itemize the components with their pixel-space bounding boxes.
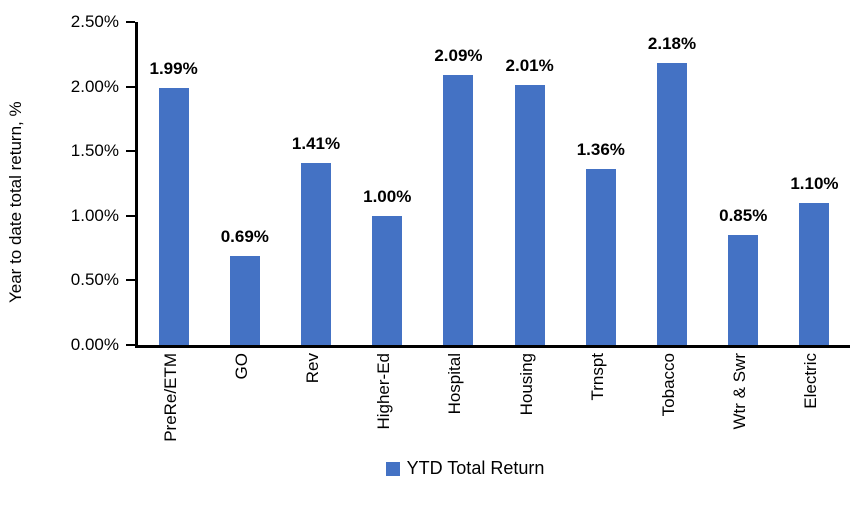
bar-slot: 1.99% bbox=[138, 22, 209, 345]
bar bbox=[443, 74, 474, 345]
y-tick-mark bbox=[126, 150, 135, 153]
bar bbox=[728, 235, 759, 345]
bar-value-label: 0.69% bbox=[220, 226, 269, 246]
bar bbox=[301, 162, 331, 345]
x-cat-slot: PreRe/ETM bbox=[135, 353, 206, 465]
bar-value-label: 1.36% bbox=[576, 140, 625, 160]
x-cat-slot: Electric bbox=[776, 353, 847, 465]
bar bbox=[229, 255, 260, 345]
bar-slot: 2.01% bbox=[494, 22, 565, 345]
x-cat-slot: Tobacco bbox=[633, 353, 704, 465]
bar-value-label: 2.09% bbox=[434, 45, 483, 65]
x-cat-label: Higher-Ed bbox=[374, 353, 394, 430]
y-tick-label: 0.50% bbox=[70, 270, 119, 290]
bar-slot: 1.41% bbox=[280, 22, 351, 345]
x-cat-label: Tobacco bbox=[659, 353, 679, 417]
bar bbox=[657, 63, 688, 345]
bar-slot: 2.18% bbox=[636, 22, 707, 345]
x-cat-slot: Trnspt bbox=[562, 353, 633, 465]
bar bbox=[799, 202, 830, 345]
bar-value-label: 0.85% bbox=[719, 206, 768, 226]
bar-value-label: 1.99% bbox=[149, 58, 198, 78]
legend-label: YTD Total Return bbox=[406, 458, 545, 478]
x-cat-slot: Wtr & Swr bbox=[705, 353, 776, 465]
bars-row: 1.99% 0.69% 1.41% 1.00% 2.09% 2.01% 1.36% 2.18%… bbox=[138, 22, 850, 345]
y-tick-label: 1.50% bbox=[70, 141, 119, 161]
bar-value-label: 1.10% bbox=[790, 173, 839, 193]
bar-slot: 1.10% bbox=[779, 22, 850, 345]
y-tick-label: 1.00% bbox=[70, 205, 119, 225]
x-cat-slot: Rev bbox=[277, 353, 348, 465]
y-tick-label: 2.50% bbox=[70, 12, 119, 31]
bar-value-label: 1.41% bbox=[291, 133, 341, 153]
x-cat-slot: Housing bbox=[491, 353, 562, 465]
x-cat-label: Rev bbox=[303, 353, 322, 384]
x-cat-label: Electric bbox=[801, 353, 821, 409]
bar bbox=[158, 87, 189, 345]
x-axis-category-labels: PreRe/ETM GO Rev Higher-Ed Hospital Housing Tr… bbox=[135, 353, 847, 465]
y-tick-label: 2.00% bbox=[70, 76, 119, 96]
x-cat-slot: Higher-Ed bbox=[349, 353, 420, 465]
bar bbox=[585, 169, 616, 345]
bar-value-label: 1.00% bbox=[363, 186, 412, 206]
bar-slot: 0.69% bbox=[209, 22, 280, 345]
x-cat-label: Wtr & Swr bbox=[730, 353, 750, 430]
x-cat-label: Trnspt bbox=[587, 353, 607, 401]
bar bbox=[372, 215, 403, 345]
x-cat-slot: Hospital bbox=[420, 353, 491, 465]
bar-slot: 0.85% bbox=[708, 22, 779, 345]
y-tick-mark bbox=[126, 85, 135, 88]
x-cat-label: Housing bbox=[516, 353, 536, 416]
bar-slot: 1.36% bbox=[565, 22, 636, 345]
bar-slot: 1.00% bbox=[352, 22, 423, 345]
bar-value-label: 2.18% bbox=[647, 34, 697, 54]
y-tick-mark bbox=[126, 344, 135, 346]
x-cat-label: PreRe/ETM bbox=[160, 353, 180, 442]
bar-value-label: 2.01% bbox=[505, 56, 554, 76]
y-axis-ticks: 2.50% 2.00% 1.50% 1.00% 0.50% 0.00% bbox=[0, 12, 135, 354]
plot-area: 1.99% 0.69% 1.41% 1.00% 2.09% 2.01% 1.36% 2.18%… bbox=[135, 22, 850, 348]
x-cat-slot: GO bbox=[206, 353, 277, 465]
y-tick-mark bbox=[126, 214, 135, 217]
legend-swatch-icon bbox=[385, 461, 400, 476]
y-tick-mark bbox=[126, 279, 135, 282]
y-tick-mark bbox=[126, 21, 135, 23]
bar bbox=[514, 85, 545, 345]
legend: YTD Total Return bbox=[135, 458, 795, 479]
bar-slot: 2.09% bbox=[423, 22, 494, 345]
x-cat-label: GO bbox=[231, 353, 251, 380]
x-cat-label: Hospital bbox=[445, 353, 465, 415]
y-tick-label: 0.00% bbox=[70, 335, 119, 354]
